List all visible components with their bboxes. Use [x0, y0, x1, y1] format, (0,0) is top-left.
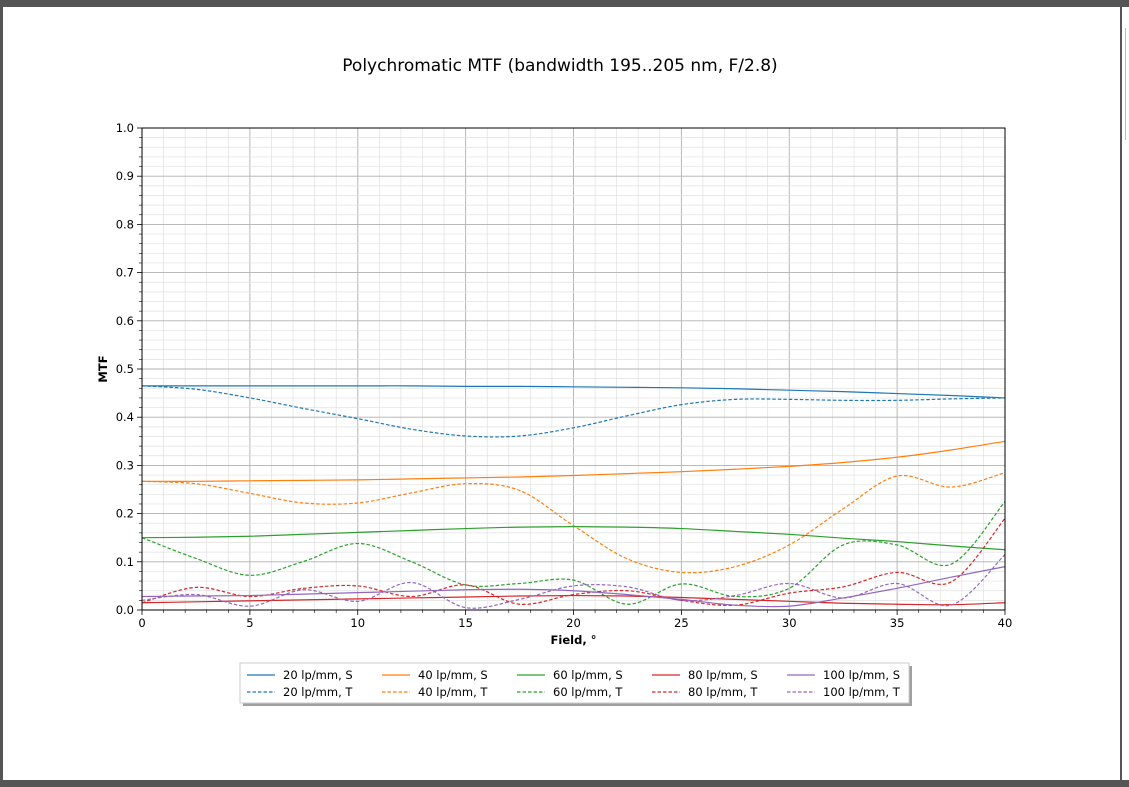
- y-tick-label: 0.7: [116, 266, 134, 280]
- series-line-2: [141, 440, 1006, 482]
- legend-entry-label: 60 lp/mm, T: [553, 685, 623, 699]
- y-tick-label: 0.8: [116, 217, 134, 231]
- y-tick-label: 0.4: [116, 410, 134, 424]
- y-tick-label: 1.0: [116, 121, 134, 135]
- x-tick-label: 25: [674, 616, 689, 630]
- x-tick-label: 20: [566, 616, 581, 630]
- x-tick-label: 15: [458, 616, 473, 630]
- legend-entry-label: 80 lp/mm, T: [688, 685, 758, 699]
- adjacent-page-edge: [1122, 7, 1129, 780]
- y-tick-label: 0.1: [116, 555, 134, 569]
- y-tick-label: 0.5: [116, 362, 134, 376]
- series-line-6: [141, 594, 1006, 606]
- legend-entry-label: 60 lp/mm, S: [553, 668, 623, 682]
- legend-entry-label: 40 lp/mm, T: [418, 685, 488, 699]
- legend-box: [239, 662, 910, 704]
- legend-entry-label: 20 lp/mm, S: [283, 668, 353, 682]
- chart-grid: [141, 127, 1006, 611]
- chart-ticks: 0 5 10 15 20 25 30 35 40 0.0 0.1 0.2 0.3 0.4 0.5 0.6 0.7…: [116, 121, 1013, 630]
- y-tick-label: 0.0: [116, 603, 134, 617]
- series-line-1: [141, 385, 1006, 438]
- x-tick-label: 5: [246, 616, 253, 630]
- x-tick-label: 40: [998, 616, 1013, 630]
- chart-legend: 20 lp/mm, S 20 lp/mm, T 40 lp/mm, S 40 lp/m…: [239, 662, 912, 706]
- series-line-7: [141, 518, 1006, 607]
- x-tick-label: 30: [782, 616, 797, 630]
- chart-title: Polychromatic MTF (bandwidth 195..205 nm…: [342, 56, 777, 76]
- y-tick-label: 0.2: [116, 507, 134, 521]
- series-line-3: [141, 472, 1006, 574]
- series-line-8: [141, 566, 1006, 608]
- series-line-4: [141, 526, 1006, 551]
- page-edge-mark: [1125, 28, 1129, 140]
- y-axis-label: MTF: [96, 355, 110, 382]
- chart-series: [141, 385, 1006, 609]
- series-line-5: [141, 501, 1006, 605]
- legend-entry-label: 40 lp/mm, S: [418, 668, 488, 682]
- x-axis-label: Field, °: [551, 633, 597, 647]
- legend-entry-label: 20 lp/mm, T: [283, 685, 353, 699]
- y-tick-label: 0.3: [116, 458, 134, 472]
- x-tick-label: 0: [138, 616, 145, 630]
- legend-entry-label: 100 lp/mm, S: [823, 668, 900, 682]
- y-tick-label: 0.9: [116, 169, 134, 183]
- y-tick-label: 0.6: [116, 314, 134, 328]
- document-page: [3, 7, 1120, 780]
- legend-entry-label: 100 lp/mm, T: [823, 685, 901, 699]
- legend-entry-label: 80 lp/mm, S: [688, 668, 758, 682]
- series-line-0: [142, 385, 1006, 399]
- x-tick-label: 10: [350, 616, 365, 630]
- x-tick-label: 35: [890, 616, 905, 630]
